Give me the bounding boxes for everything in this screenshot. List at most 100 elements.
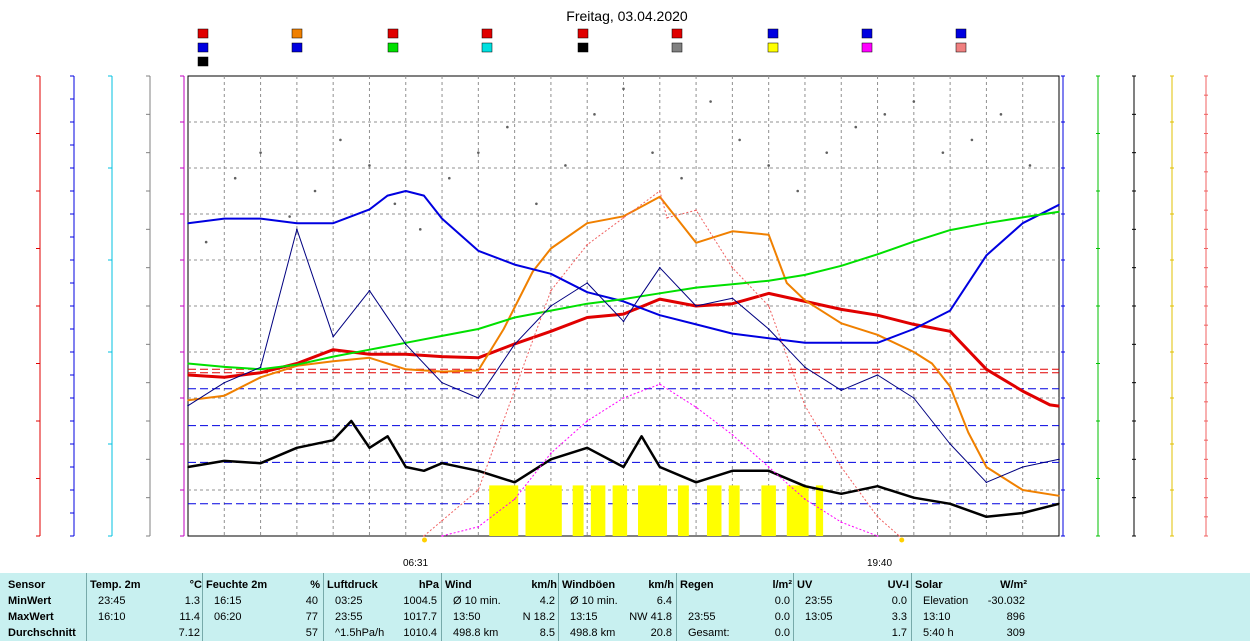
series-line	[187, 291, 1060, 408]
series-point	[441, 370, 443, 373]
legend-swatch	[955, 42, 967, 53]
stats-panel: Sensor MinWert MaxWert Durchschnitt Temp. 2m…	[0, 573, 1250, 641]
series-point	[477, 489, 480, 491]
series-point	[804, 498, 806, 501]
stats-header-unit: °C	[189, 579, 202, 591]
series-point	[949, 330, 951, 333]
series-point	[259, 371, 262, 374]
series-point	[259, 376, 262, 379]
series-point	[804, 366, 806, 369]
series-point	[931, 362, 933, 365]
series-point	[332, 222, 334, 224]
stats-cell-value: 1010.4	[403, 627, 437, 639]
series-point	[840, 308, 843, 311]
series-point	[187, 374, 189, 376]
series-point	[259, 368, 262, 371]
stats-header: Temp. 2m	[90, 579, 141, 591]
stats-header: Solar	[915, 579, 943, 591]
series-point	[876, 253, 879, 256]
series-point	[967, 431, 970, 434]
series-point	[187, 466, 189, 468]
stats-separator	[558, 573, 559, 641]
series-point	[622, 397, 625, 399]
series-point	[876, 485, 879, 487]
series-point	[332, 355, 334, 358]
series-point	[731, 283, 734, 285]
stats-header-unit: %	[310, 579, 320, 591]
stats-cell-value: 1.7	[891, 627, 907, 639]
series-point	[985, 516, 988, 518]
legend-swatch	[861, 42, 873, 53]
stats-cell-label: 23:55	[688, 611, 716, 623]
direction-dot	[999, 113, 1003, 116]
stats-header: Windböen	[562, 579, 616, 591]
series-point	[731, 230, 734, 233]
stats-separator	[202, 573, 203, 641]
series-point	[622, 300, 625, 303]
series-point	[786, 282, 788, 284]
series-point	[513, 316, 516, 319]
sunset-label: 19:40	[867, 558, 892, 569]
series-point	[767, 292, 770, 295]
stats-cell-label: 13:05	[805, 611, 833, 623]
stats-cell-value: 3.3	[891, 611, 907, 623]
stats-cell-value: 4.2	[539, 595, 555, 607]
chart-title: Freitag, 03.04.2020	[566, 8, 688, 24]
series-point	[223, 217, 226, 220]
series-point	[550, 458, 552, 461]
series-point	[477, 397, 480, 399]
series-point	[622, 466, 625, 468]
stats-cell-value: 0.0	[891, 595, 907, 607]
series-point	[386, 194, 389, 197]
direction-dot	[204, 240, 208, 244]
direction-dot	[651, 151, 654, 154]
series-point	[985, 368, 988, 371]
series-point	[658, 314, 661, 317]
stats-header: Regen	[680, 579, 714, 591]
stats-cell-label: 13:10	[923, 611, 951, 623]
series-point	[296, 222, 298, 224]
stats-cell-value: 40	[305, 595, 318, 607]
series-point	[622, 298, 625, 300]
series-point	[913, 496, 915, 499]
stats-cell-label: 23:55	[805, 595, 833, 607]
series-point	[223, 366, 226, 368]
series-point	[876, 374, 879, 376]
series-point	[368, 289, 371, 292]
stats-row-label: Sensor	[8, 579, 46, 591]
direction-dot	[941, 151, 945, 154]
series-point	[586, 316, 589, 319]
direction-dot	[709, 100, 712, 103]
series-point	[404, 190, 407, 192]
series-point	[1058, 458, 1060, 461]
direction-dot	[796, 189, 799, 193]
series-point	[658, 292, 661, 295]
stats-header: Wind	[445, 579, 472, 591]
series-point	[1021, 216, 1024, 219]
weather-chart: Freitag, 03.04.2020 06:31 19:40	[36, 8, 1208, 569]
series-point	[695, 305, 697, 307]
series-point	[296, 447, 298, 449]
direction-dot	[506, 125, 509, 129]
series-point	[368, 348, 371, 351]
direction-dot	[883, 113, 887, 116]
series-point	[332, 348, 334, 351]
series-point	[804, 485, 806, 487]
series-point	[441, 217, 443, 220]
series-point	[1021, 466, 1024, 468]
direction-dot	[1028, 164, 1032, 167]
stats-cell-label: 23:45	[98, 595, 126, 607]
series-point	[804, 299, 806, 302]
legend-swatch	[197, 42, 209, 53]
direction-dot	[767, 164, 770, 167]
series-point	[695, 286, 697, 289]
series-point	[1049, 404, 1051, 406]
series-point	[441, 335, 443, 337]
series-point	[658, 195, 661, 198]
series-point	[840, 493, 843, 495]
series-point	[1021, 512, 1024, 514]
series-point	[731, 302, 734, 305]
stats-header-unit: UV-I	[887, 579, 909, 591]
series-line	[423, 190, 900, 537]
legend-swatch	[767, 28, 779, 39]
